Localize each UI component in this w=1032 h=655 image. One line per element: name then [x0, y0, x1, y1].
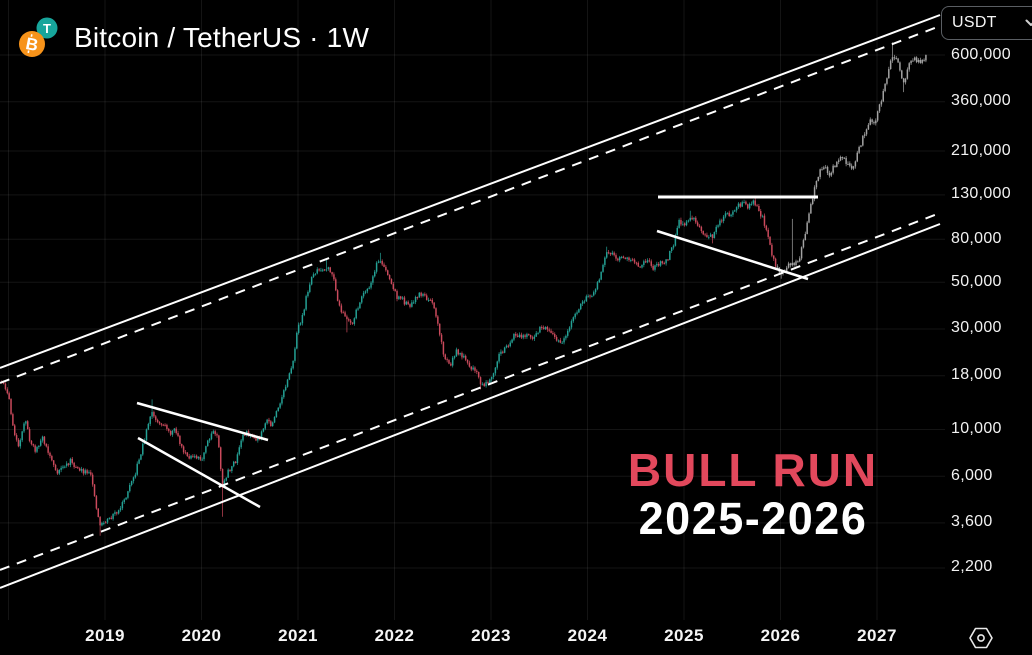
channel-lower-solid-line[interactable] — [0, 223, 941, 589]
price-tick-label: 50,000 — [951, 272, 1002, 290]
tether-icon — [36, 17, 58, 39]
chevron-down-icon — [1025, 19, 1032, 26]
grid-lines — [0, 0, 945, 620]
symbol-header: T B Bitcoin / TetherUS · 1W — [16, 15, 369, 61]
time-axis[interactable]: 2019 2020 2021 2022 2023 2024 2025 2026 2027 — [0, 624, 1032, 652]
svg-text:B: B — [24, 34, 40, 55]
symbol-title: Bitcoin / TetherUS · 1W — [74, 22, 370, 53]
settings-icon[interactable] — [966, 624, 996, 652]
price-tick-label: 6,000 — [951, 466, 993, 484]
price-tick-label: 130,000 — [951, 185, 1011, 203]
year-tick-label: 2024 — [567, 626, 608, 645]
year-tick-label: 2022 — [374, 626, 415, 645]
wedge-2019-upper-trendline[interactable] — [136, 401, 269, 442]
price-axis[interactable]: 600,000 360,000 210,000 130,000 80,000 50,000… — [948, 0, 1032, 620]
year-tick-label: 2019 — [85, 626, 125, 645]
price-tick-label: 2,200 — [951, 558, 993, 576]
hexagon-settings-icon — [969, 627, 993, 649]
price-tick-label: 80,000 — [951, 229, 1002, 247]
price-tick-label: 30,000 — [951, 319, 1002, 337]
bull-run-annotation: BULL RUN 2025-2026 — [616, 444, 890, 544]
btc-usdt-pair-icon: T B — [19, 17, 58, 57]
year-tick-label: 2023 — [471, 626, 511, 645]
year-tick-label: 2025 — [664, 626, 704, 645]
price-tick-label: 18,000 — [951, 366, 1002, 384]
year-tick-label: 2027 — [857, 626, 897, 645]
price-tick-label: 210,000 — [951, 141, 1011, 159]
currency-dropdown-value: USDT — [952, 14, 997, 31]
year-tick-label: 2026 — [760, 626, 801, 645]
channel-upper-solid-line[interactable] — [0, 14, 941, 369]
bitcoin-icon — [19, 31, 45, 57]
trendline-drawings — [0, 14, 941, 589]
price-tick-label: 3,600 — [951, 513, 993, 531]
breakdown-2025-trendline[interactable] — [656, 229, 809, 281]
currency-dropdown[interactable]: USDT — [941, 6, 1032, 40]
year-tick-label: 2020 — [181, 626, 222, 645]
bull-run-years: 2025-2026 — [638, 493, 868, 544]
wedge-2019-lower-trendline[interactable] — [137, 436, 261, 509]
svg-text:T: T — [43, 21, 51, 36]
channel-upper-dashed-line[interactable] — [0, 25, 941, 384]
channel-lower-dashed-line[interactable] — [0, 212, 941, 571]
price-tick-label: 10,000 — [951, 419, 1002, 437]
price-tick-label: 360,000 — [951, 92, 1011, 110]
bull-run-text: BULL RUN — [627, 444, 879, 496]
price-tick-label: 600,000 — [951, 45, 1011, 63]
year-tick-label: 2021 — [278, 626, 318, 645]
